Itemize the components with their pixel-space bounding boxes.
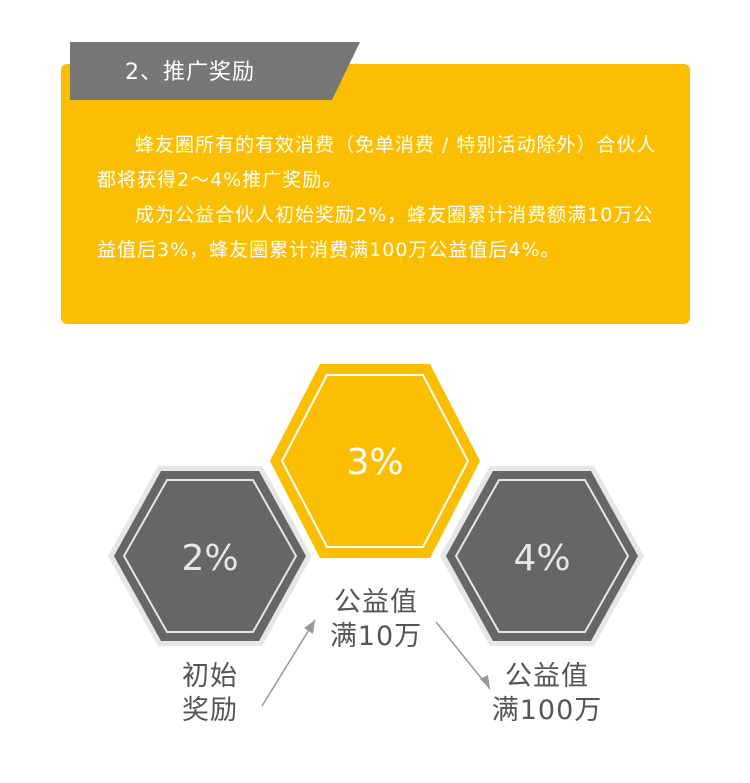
reward-panel [61, 64, 690, 324]
caption-right-line1: 公益值 [505, 661, 589, 692]
hex-tier-right: 4% [440, 466, 644, 646]
paragraph-2: 成为公益合伙人初始奖励2%，蜂友圈累计消费额满10万公益值后3%，蜂友圈累计消费… [97, 204, 654, 261]
arrow-left-to-center [261, 619, 316, 707]
tier-hexagons: 2% 4% 3% [108, 357, 644, 707]
reward-description: 蜂友圈所有的有效消费（免单消费 / 特别活动除外）合伙人都将获得2～4%推广奖励… [97, 128, 669, 268]
section-tab: 2、推广奖励 [70, 42, 360, 100]
hex-tier-center: 3% [262, 357, 488, 565]
tier-left-value: 2% [181, 538, 238, 579]
arrow-center-to-right [435, 621, 491, 690]
paragraph-1: 蜂友圈所有的有效消费（免单消费 / 特别活动除外）合伙人都将获得2～4%推广奖励… [97, 134, 657, 191]
caption-left: 初始 奖励 [160, 660, 260, 728]
caption-right-line2: 满100万 [491, 695, 603, 726]
caption-left-line1: 初始 [182, 661, 238, 692]
caption-center-line1: 公益值 [334, 587, 418, 618]
caption-center-line2: 满10万 [329, 621, 423, 652]
tier-right-value: 4% [513, 538, 570, 579]
caption-left-line2: 奖励 [182, 695, 238, 726]
tab-shape [70, 42, 360, 100]
section-title: 2、推广奖励 [125, 60, 255, 85]
hex-tier-left: 2% [108, 466, 312, 646]
tier-center-value: 3% [346, 442, 403, 483]
caption-center: 公益值 满10万 [326, 586, 426, 654]
caption-right: 公益值 满100万 [482, 660, 612, 728]
